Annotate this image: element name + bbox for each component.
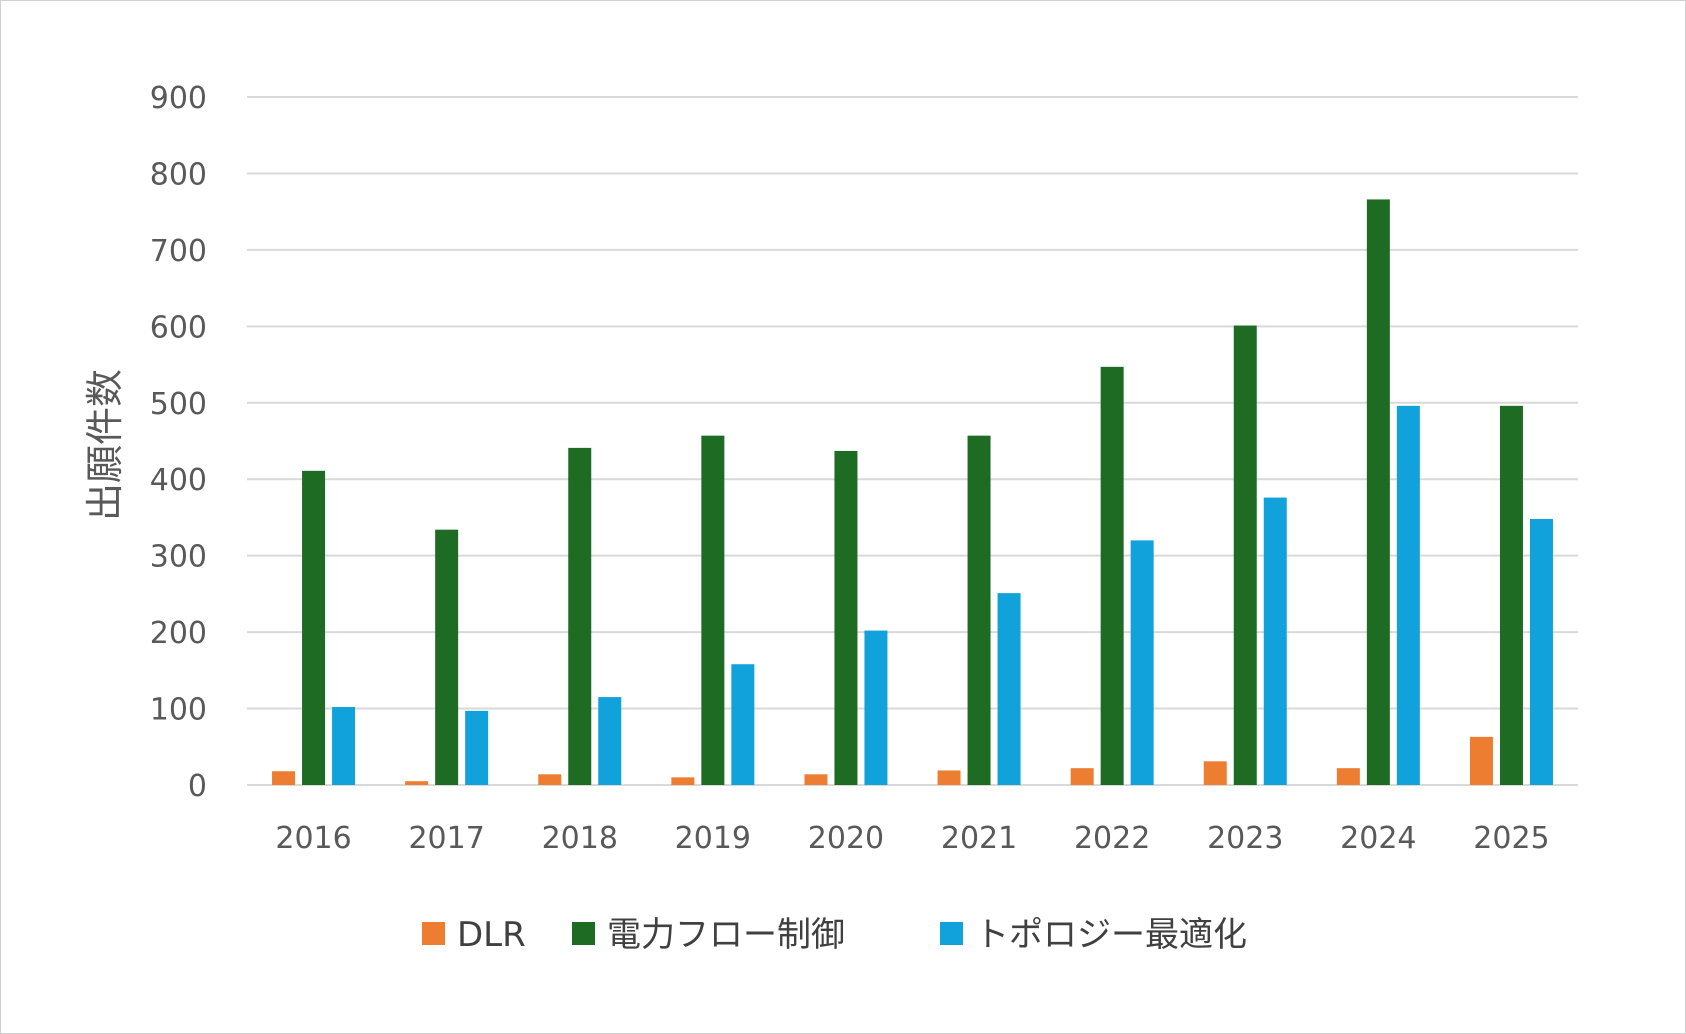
- bars: [272, 199, 1553, 786]
- x-tick-label: 2022: [1074, 821, 1150, 856]
- bar-2017-series-0: [405, 781, 429, 785]
- bar-2023-series-2: [1263, 497, 1287, 785]
- y-tick-label: 900: [150, 81, 207, 116]
- bar-2024-series-2: [1396, 405, 1420, 785]
- bar-2021-series-1: [967, 435, 991, 785]
- y-axis-label: 出願件数: [83, 369, 127, 521]
- legend-swatch: [422, 922, 445, 945]
- x-tick-label: 2020: [808, 821, 884, 856]
- y-tick-label: 500: [150, 387, 207, 422]
- x-tick-label: 2016: [275, 821, 351, 856]
- bar-2019-series-1: [701, 435, 725, 785]
- y-tick-label: 100: [150, 693, 207, 728]
- bar-2017-series-2: [465, 710, 489, 785]
- y-tick-label: 600: [150, 310, 207, 345]
- bar-2025-series-2: [1529, 518, 1553, 785]
- y-tick-label: 400: [150, 463, 207, 498]
- legend-label: 電力フロー制御: [607, 915, 845, 955]
- bar-2020-series-1: [834, 450, 858, 785]
- bar-2018-series-2: [598, 697, 622, 785]
- bar-2020-series-2: [864, 630, 888, 785]
- legend-swatch: [940, 922, 963, 945]
- bar-2019-series-2: [731, 664, 755, 785]
- bar-2016-series-0: [272, 771, 296, 785]
- bar-2020-series-0: [804, 774, 828, 785]
- bar-2021-series-0: [937, 770, 961, 785]
- bar-2023-series-0: [1203, 761, 1227, 785]
- bar-2022-series-0: [1070, 768, 1094, 785]
- bar-2025-series-1: [1499, 405, 1523, 785]
- bar-2024-series-0: [1336, 768, 1360, 785]
- bar-2016-series-2: [332, 707, 356, 785]
- x-tick-label: 2025: [1473, 821, 1549, 856]
- bar-2017-series-1: [435, 529, 459, 785]
- y-tick-label: 0: [188, 769, 207, 804]
- y-tick-label: 700: [150, 234, 207, 269]
- bar-2022-series-2: [1130, 540, 1154, 785]
- x-tick-label: 2019: [675, 821, 751, 856]
- legend-label: トポロジー最適化: [975, 915, 1247, 955]
- y-tick-label: 200: [150, 616, 207, 651]
- x-tick-label: 2023: [1207, 821, 1283, 856]
- bar-2018-series-1: [568, 447, 592, 785]
- x-tick-label: 2018: [542, 821, 618, 856]
- bar-2024-series-1: [1366, 199, 1390, 786]
- x-tick-label: 2017: [408, 821, 484, 856]
- legend: DLR 電力フロー制御 トポロジー最適化: [422, 915, 1247, 955]
- x-tick-label: 2021: [941, 821, 1017, 856]
- legend-label: DLR: [457, 915, 526, 955]
- bar-2019-series-0: [671, 777, 695, 785]
- legend-swatch: [572, 922, 595, 945]
- bar-2023-series-1: [1233, 325, 1257, 785]
- x-axis-ticks: 2016 2017 2018 2019 2020 2021 2022 2023 2024 2025: [275, 821, 1549, 856]
- bar-2016-series-1: [302, 470, 326, 785]
- y-axis-ticks: 0 100 200 300 400 500 600 700 800 900: [150, 81, 207, 804]
- bar-2018-series-0: [538, 774, 562, 785]
- bar-2025-series-0: [1469, 736, 1493, 785]
- bar-2021-series-2: [997, 593, 1021, 785]
- x-tick-label: 2024: [1340, 821, 1416, 856]
- y-tick-label: 800: [150, 157, 207, 192]
- y-tick-label: 300: [150, 540, 207, 575]
- bar-2022-series-1: [1100, 366, 1124, 785]
